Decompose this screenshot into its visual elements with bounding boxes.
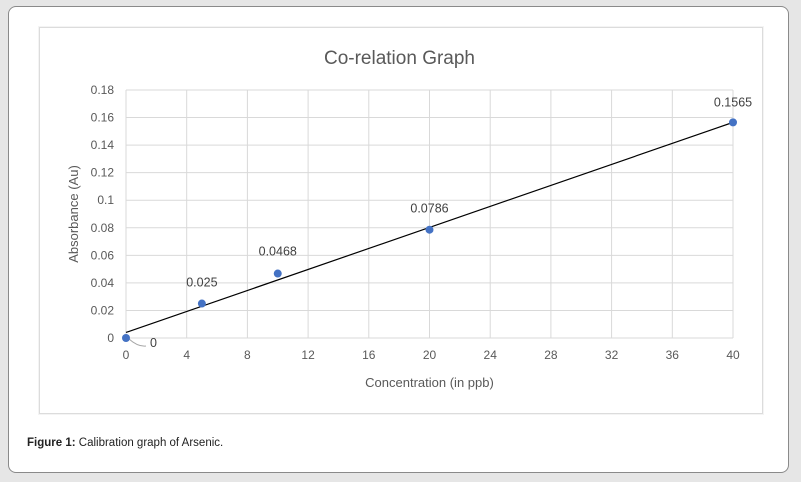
x-tick-label: 16 <box>362 348 376 362</box>
data-point <box>273 269 282 278</box>
y-tick-label: 0.18 <box>91 83 115 97</box>
figure-caption: Figure 1: Calibration graph of Arsenic. <box>27 437 223 449</box>
data-point <box>197 299 206 308</box>
x-tick-label: 32 <box>605 348 619 362</box>
x-tick-label: 20 <box>423 348 437 362</box>
y-tick-label: 0.1 <box>97 193 114 207</box>
y-tick-label: 0.12 <box>91 166 115 180</box>
y-tick-label: 0.06 <box>91 248 115 262</box>
y-tick-label: 0.16 <box>91 111 115 125</box>
y-tick-label: 0.14 <box>91 138 115 152</box>
y-tick-label: 0 <box>107 331 114 345</box>
y-axis-label: Absorbance (Au) <box>66 165 81 263</box>
x-tick-label: 28 <box>544 348 558 362</box>
data-label: 0 <box>150 336 157 350</box>
x-tick-label: 0 <box>123 348 130 362</box>
x-tick-label: 8 <box>244 348 251 362</box>
x-tick-label: 36 <box>666 348 680 362</box>
data-label: 0.0468 <box>259 245 297 259</box>
x-tick-label: 4 <box>183 348 190 362</box>
data-point <box>122 334 130 342</box>
x-axis-label: Concentration (in ppb) <box>365 375 494 390</box>
y-tick-label: 0.04 <box>91 276 115 290</box>
figure-frame: Figure 1: Calibration graph of Arsenic. <box>8 6 789 473</box>
data-label: 0.0786 <box>410 202 448 216</box>
caption-text: Calibration graph of Arsenic. <box>75 437 224 449</box>
data-point <box>425 225 434 234</box>
caption-label: Figure 1: <box>27 437 76 449</box>
y-tick-label: 0.02 <box>91 303 115 317</box>
data-label: 0.1565 <box>714 95 752 109</box>
chart-area <box>39 27 763 414</box>
y-tick-label: 0.08 <box>91 221 115 235</box>
data-label: 0.025 <box>186 276 217 290</box>
x-tick-label: 24 <box>484 348 498 362</box>
chart-title: Co-relation Graph <box>324 48 475 69</box>
data-point <box>729 118 737 127</box>
data-label-leader <box>128 338 147 347</box>
x-tick-label: 40 <box>726 348 740 362</box>
x-tick-label: 12 <box>301 348 315 362</box>
